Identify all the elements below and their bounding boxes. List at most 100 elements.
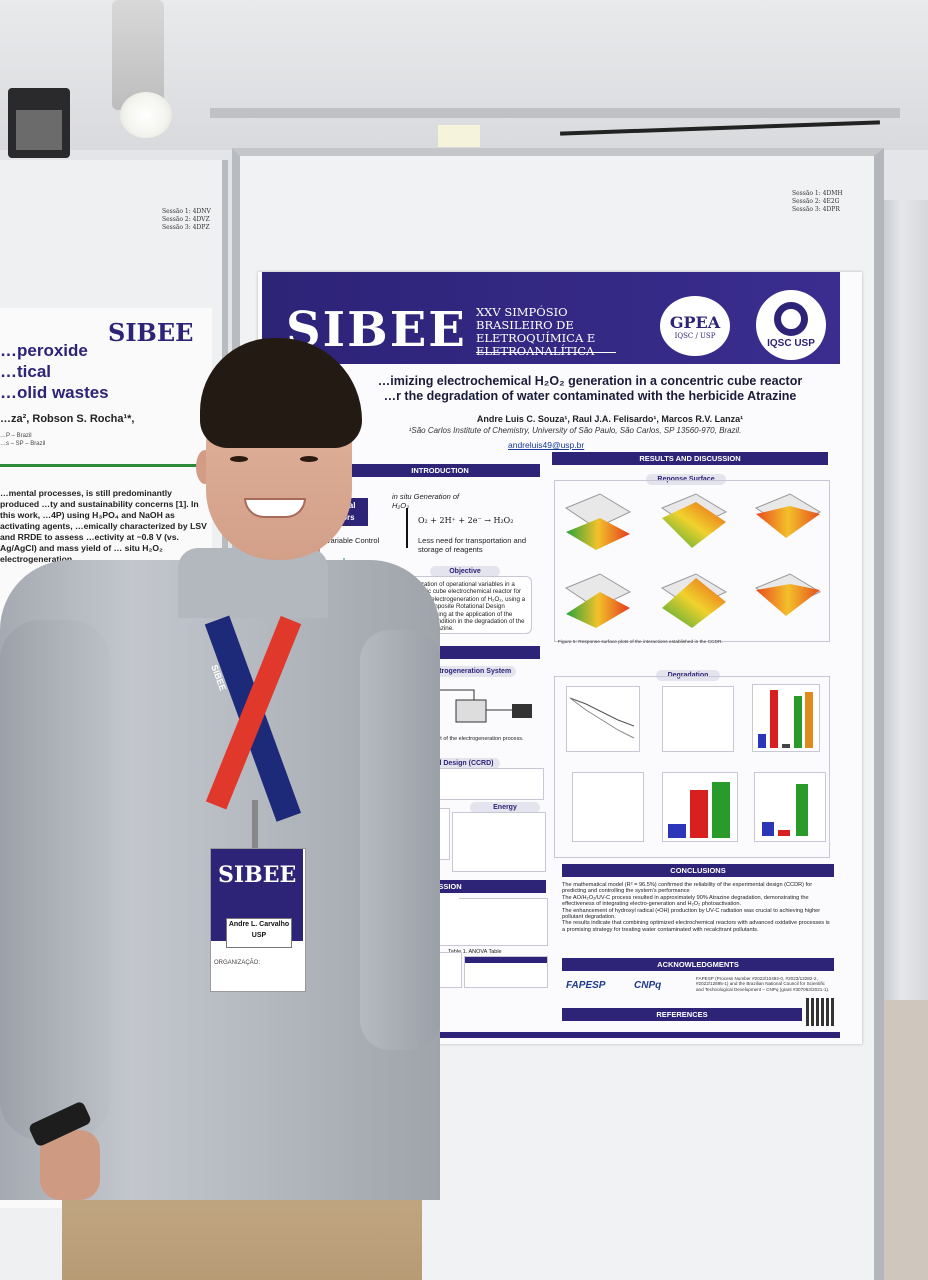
- badge-affiliation: USP: [251, 932, 267, 939]
- session-label: Sessão 3: 4DPR: [792, 206, 840, 213]
- less-need-text: Less need for transportation and storage…: [418, 536, 526, 554]
- surface-plot-c: [754, 493, 822, 538]
- diagram-caption: Flowchart of the electrogeneration proce…: [418, 736, 524, 742]
- poster-footer-bar: [420, 1032, 840, 1038]
- badge-logo: SIBEE: [218, 862, 297, 888]
- energy-equation-box: [452, 812, 546, 872]
- bracket-line: [406, 508, 408, 548]
- affil-line: …P – Brazil: [0, 433, 32, 439]
- shirt-collar: [178, 548, 328, 618]
- eye: [230, 456, 248, 462]
- floor: [884, 1000, 928, 1280]
- ceiling-rail: [210, 108, 900, 118]
- power-source-shape: [512, 704, 532, 718]
- degradation-panel: [554, 676, 830, 858]
- bar: [762, 822, 774, 836]
- qr-code-icon: [806, 998, 834, 1026]
- poster-affiliation: ¹São Carlos Institute of Chemistry, Univ…: [408, 426, 742, 435]
- surface-plot-d: [564, 573, 632, 628]
- title-line: …tical: [0, 362, 52, 381]
- anova-table: [464, 956, 548, 988]
- conclusions-header: CONCLUSIONS: [562, 864, 834, 877]
- bar: [796, 784, 808, 836]
- left-poster-affiliation: …P – Brazil …s – SP – Brazil: [0, 432, 45, 448]
- title-line: …olid wastes: [0, 383, 109, 402]
- title-line: …imizing electrochemical H₂O₂ generation…: [377, 374, 803, 388]
- bars-2: [666, 778, 732, 838]
- insitu-label: in situ Generation of H₂O₂: [392, 492, 460, 510]
- bar: [794, 696, 802, 748]
- lamp-bulb: [120, 92, 172, 138]
- eye: [300, 456, 318, 462]
- bar: [782, 744, 790, 748]
- response-surface-header: Reponse Surface: [646, 474, 726, 485]
- conclusion-item: The AO/H₂O₂/UV-C process resulted in app…: [562, 894, 809, 908]
- iqsc-usp-logo: IQSC USP: [756, 290, 826, 360]
- curve-line: [569, 697, 635, 727]
- reactor-shape: [455, 699, 487, 723]
- degradation-header: Degradation: [656, 670, 720, 681]
- left-arm: [0, 620, 110, 1140]
- surface-caption: Figure 5: Response surface plots of the …: [558, 640, 723, 645]
- response-surface-panel: [554, 480, 830, 642]
- left-poster-logo: SIBEE: [108, 318, 194, 347]
- conclusion-item: The mathematical model (R² = 96.5%) conf…: [562, 882, 813, 895]
- ceiling-light: [438, 125, 480, 147]
- left-poster-authors: …za², Robson S. Rocha¹*,: [0, 413, 135, 425]
- session-label: Sessão 2: 4DVZ: [162, 216, 210, 223]
- acknowledgments-header: ACKNOWLEDGMENTS: [562, 958, 834, 971]
- bar: [805, 692, 813, 748]
- title-line: …peroxide: [0, 341, 88, 360]
- degradation-curves: [569, 697, 635, 739]
- fapesp-logo: FAPESP: [566, 980, 606, 991]
- bars-3: [760, 778, 818, 836]
- bar: [770, 690, 778, 748]
- objective-header: Objective: [430, 566, 500, 577]
- bars-1: [756, 688, 814, 748]
- references-header: REFERENCES: [562, 1008, 802, 1021]
- discussion-header: …CUSSION: [420, 880, 546, 893]
- badge-name-box: Andre L. Carvalho USP: [226, 918, 292, 948]
- bar: [668, 824, 686, 838]
- bar: [690, 790, 708, 838]
- ccrd-header: …onal Design (CCRD): [420, 758, 500, 769]
- iqsc-ring-icon: [774, 301, 808, 336]
- bar: [712, 782, 730, 838]
- left-poster-title: …peroxide …tical …olid wastes: [0, 340, 109, 403]
- surface-plot-a: [564, 493, 632, 550]
- left-poster-body: …mental processes, is still predominantl…: [0, 488, 207, 564]
- badge-name: Andre L. Carvalho: [228, 921, 290, 928]
- badge-clip: [252, 800, 258, 850]
- response-surface-plots: [564, 493, 822, 628]
- left-poster-divider: [0, 464, 212, 467]
- gpea-subtext: IQSC / USP: [674, 331, 716, 340]
- symposium-title: XXV SIMPÓSIO BRASILEIRO DE ELETROQUÍMICA…: [476, 305, 596, 358]
- surface-plot-e: [660, 573, 728, 628]
- reaction-equation: O₂ + 2H⁺ + 2e⁻ → H₂O₂: [418, 516, 514, 525]
- iqsc-text: IQSC USP: [767, 337, 815, 349]
- ack-text: FAPESP (Process Number #2023/10492-0, #2…: [696, 976, 830, 992]
- poster-title: …imizing electrochemical H₂O₂ generation…: [340, 374, 840, 404]
- ccrd-equation-box: [420, 768, 544, 800]
- session-label: Sessão 1: 4DNV: [162, 208, 211, 215]
- header-underline: [476, 352, 616, 353]
- conclusion-item: The results indicate that combining opti…: [562, 920, 830, 933]
- poster-authors: Andre Luis C. Souza¹, Raul J.A. Felisard…: [476, 414, 744, 424]
- variable-control-text: Variable Control: [326, 536, 380, 545]
- bar: [778, 830, 790, 836]
- session-labels: Sessão 1: 4DMH Sessão 2: 4E2G Sessão 3: …: [792, 190, 843, 214]
- badge-organization: ORGANIZAÇÃO:: [214, 960, 261, 966]
- anova-label: Table 1. ANOVA Table: [448, 949, 502, 955]
- degradation-curve-plot: [566, 686, 640, 752]
- conclusions-list: The mathematical model (R² = 96.5%) conf…: [562, 882, 832, 933]
- title-line: …r the degradation of water contaminated…: [383, 389, 797, 403]
- session-label: Sessão 3: 4DPZ: [162, 224, 210, 231]
- results-header: RESULTS AND DISCUSSION: [552, 452, 828, 465]
- conclusion-item: The enhancement of hydroxyl radical (•OH…: [562, 907, 821, 921]
- electrogeneration-header: Electrogeneration System: [420, 666, 516, 677]
- right-arm: [360, 630, 440, 1050]
- surface-plot-f: [754, 573, 822, 616]
- relationship-chart: [754, 772, 826, 842]
- left-session-labels: Sessão 1: 4DNV Sessão 2: 4DVZ Sessão 3: …: [162, 208, 211, 232]
- curve-line: [569, 697, 635, 739]
